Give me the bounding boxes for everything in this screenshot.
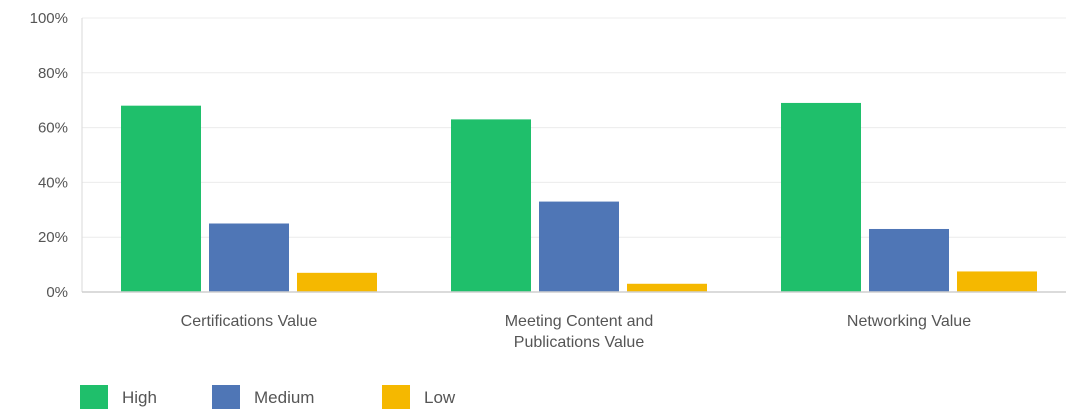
bar-high (781, 102, 861, 292)
legend-swatch-medium (212, 385, 240, 409)
category-label: Networking Value (847, 313, 971, 330)
category-label-line: Publications Value (514, 334, 645, 351)
bar-low (957, 271, 1037, 292)
legend-label-high: High (122, 388, 157, 407)
category-label-line: Networking Value (847, 313, 971, 330)
legend: High Medium Low (80, 385, 456, 409)
y-tick-label: 100% (30, 10, 68, 27)
legend-label-low: Low (424, 388, 456, 407)
y-tick-label: 80% (38, 65, 68, 82)
bar-high (121, 105, 201, 293)
category-label: Meeting Content and Publications Value (505, 313, 654, 351)
category-label: Certifications Value (181, 313, 318, 330)
axes (81, 18, 1066, 293)
category-label-line: Certifications Value (181, 313, 318, 330)
y-tick-label: 40% (38, 174, 68, 191)
bar-low (297, 272, 377, 292)
legend-swatch-high (80, 385, 108, 409)
category-labels: Certifications Value Meeting Content and P… (181, 313, 972, 351)
legend-label-medium: Medium (254, 388, 314, 407)
y-tick-label: 0% (46, 284, 68, 301)
y-axis-tick-labels: 0% 20% 40% 60% 80% 100% (30, 10, 68, 301)
bar-medium (209, 223, 289, 292)
bars (121, 102, 1037, 293)
bar-low (627, 283, 707, 292)
bar-medium (869, 228, 949, 292)
bar-high (451, 119, 531, 292)
bar-medium (539, 201, 619, 292)
category-label-line: Meeting Content and (505, 313, 654, 330)
y-tick-label: 60% (38, 120, 68, 137)
legend-swatch-low (382, 385, 410, 409)
y-tick-label: 20% (38, 229, 68, 246)
